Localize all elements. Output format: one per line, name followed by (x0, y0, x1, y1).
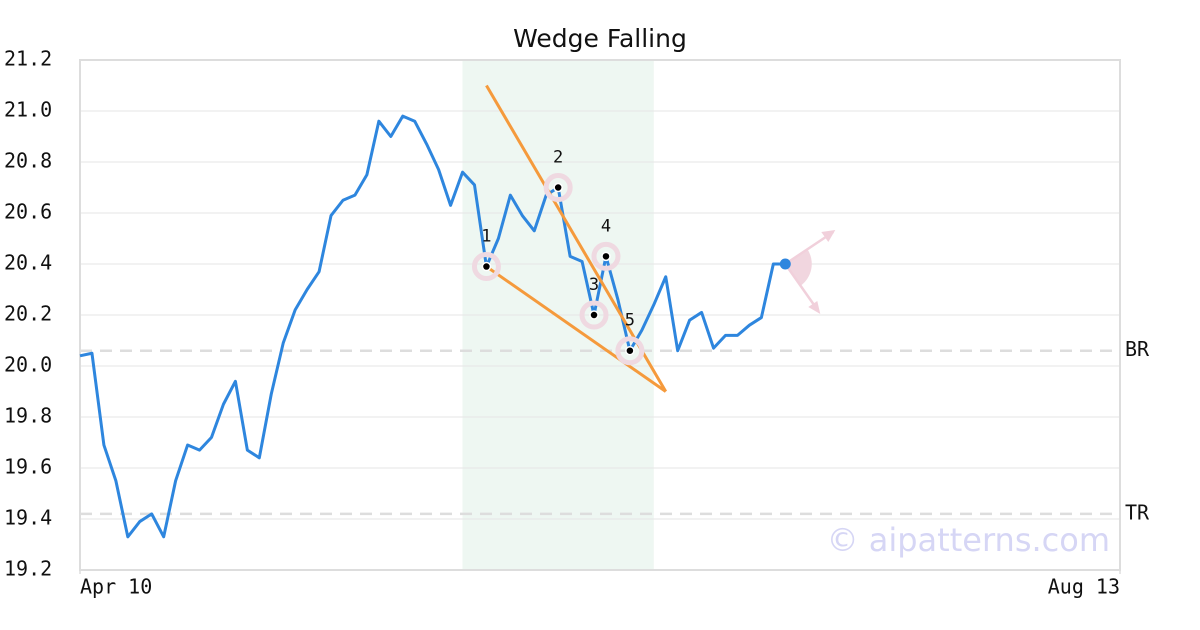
y-tick-label: 21.0 (4, 98, 52, 122)
pattern-label: 5 (625, 311, 635, 331)
pattern-point (553, 182, 563, 193)
y-tick-label: 19.2 (4, 557, 52, 581)
y-tick-label: 19.6 (4, 455, 52, 479)
pattern-halo (471, 252, 501, 282)
level-label: TR (1125, 500, 1150, 524)
pattern-label: 1 (481, 227, 491, 247)
direction-wedge (785, 249, 812, 286)
pattern-point (625, 345, 635, 356)
pattern-halo (543, 173, 573, 202)
pattern-label: 4 (601, 216, 611, 236)
pattern-halo (591, 241, 621, 271)
pattern-halo (579, 300, 609, 330)
y-tick-label: 20.2 (4, 302, 52, 326)
x-tick-label: Aug 13 (1048, 575, 1120, 599)
chart-title: Wedge Falling (513, 24, 687, 53)
arrow-down-head (808, 301, 821, 314)
price-line (79, 114, 786, 539)
pattern-point (481, 261, 492, 272)
pattern-label: 2 (553, 148, 563, 168)
watermark: © aipatterns.com (827, 521, 1110, 559)
arrow-up-head (821, 230, 836, 242)
y-tick-label: 19.4 (4, 506, 52, 530)
pattern-point (601, 251, 611, 262)
arrow-down (784, 263, 820, 312)
plot-border (79, 59, 1121, 571)
y-tick-label: 19.8 (4, 404, 52, 428)
y-tick-label: 20.6 (4, 200, 52, 224)
y-tick-label: 20.0 (4, 353, 52, 377)
y-tick-label: 20.8 (4, 149, 52, 173)
x-tick-label: Apr 10 (80, 575, 152, 599)
last-point (779, 258, 791, 270)
y-tick-label: 20.4 (4, 251, 52, 275)
level-label: BR (1125, 337, 1150, 361)
wedge-line (485, 265, 667, 393)
pattern-halo (615, 336, 645, 366)
y-tick-label: 21.2 (4, 47, 52, 71)
pattern-label: 3 (589, 275, 599, 295)
pattern-point (589, 310, 599, 320)
